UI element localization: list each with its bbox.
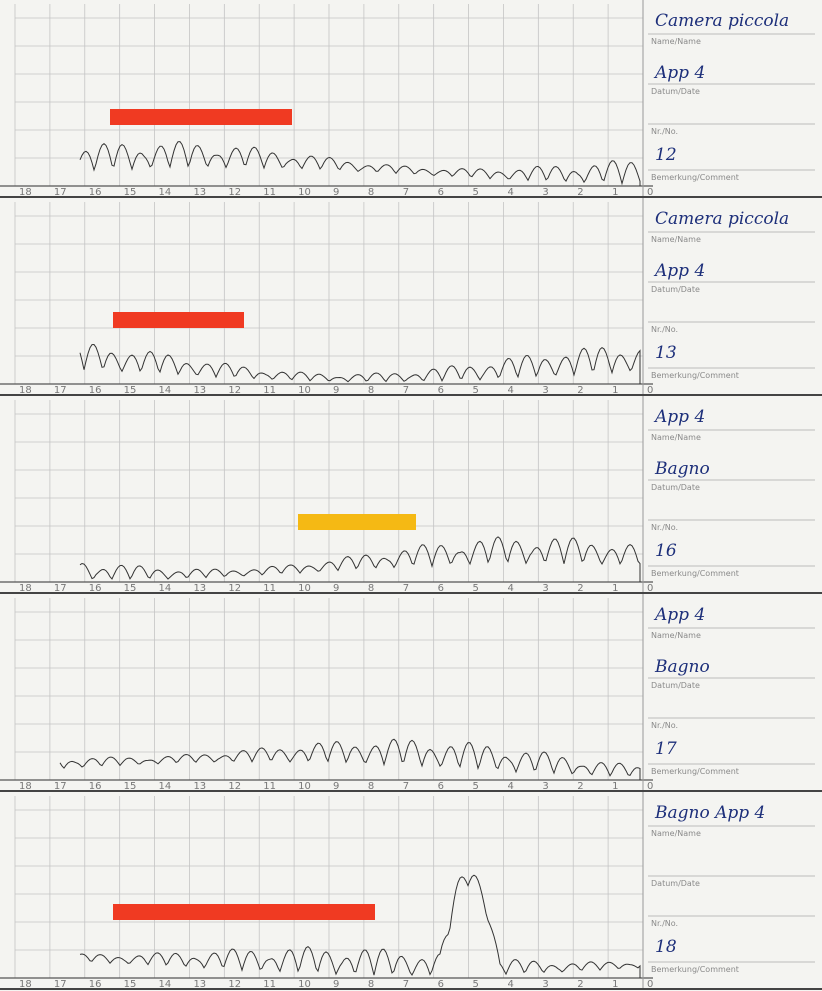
highlight-bar [113,904,375,920]
field-label: Bemerkung/Comment [651,569,739,578]
handwritten-name: App 4 [653,605,705,625]
highlight-bar [298,514,416,530]
handwritten-number: 12 [655,145,677,165]
handwritten-name: Bagno App 4 [654,803,765,823]
handwritten-date: App 4 [653,261,705,281]
field-label: Nr./No. [651,127,678,136]
handwritten-number: 16 [655,541,677,561]
field-label: Name/Name [651,829,701,838]
highlight-bar [113,312,244,328]
handwritten-name: Camera piccola [655,11,789,31]
highlight-bar [110,109,292,125]
field-label: Name/Name [651,37,701,46]
field-label: Datum/Date [651,681,700,690]
handwritten-date: Bagno [654,657,710,677]
field-label: Nr./No. [651,721,678,730]
handwritten-number: 17 [655,739,677,759]
handwritten-name: Camera piccola [655,209,789,229]
field-label: Nr./No. [651,919,678,928]
field-label: Bemerkung/Comment [651,965,739,974]
field-label: Bemerkung/Comment [651,173,739,182]
handwritten-name: App 4 [653,407,705,427]
field-label: Name/Name [651,235,701,244]
field-label: Bemerkung/Comment [651,371,739,380]
handwritten-number: 18 [655,937,677,957]
field-label: Bemerkung/Comment [651,767,739,776]
recorder-sheet: 1817161514131211109876543210Name/NameCam… [0,0,822,991]
field-label: Name/Name [651,433,701,442]
handwritten-date: App 4 [653,63,705,83]
field-label: Datum/Date [651,483,700,492]
field-label: Datum/Date [651,879,700,888]
field-label: Nr./No. [651,325,678,334]
field-label: Name/Name [651,631,701,640]
field-label: Datum/Date [651,285,700,294]
field-label: Nr./No. [651,523,678,532]
handwritten-number: 13 [655,343,677,363]
handwritten-date: Bagno [654,459,710,479]
field-label: Datum/Date [651,87,700,96]
paper [0,0,822,991]
